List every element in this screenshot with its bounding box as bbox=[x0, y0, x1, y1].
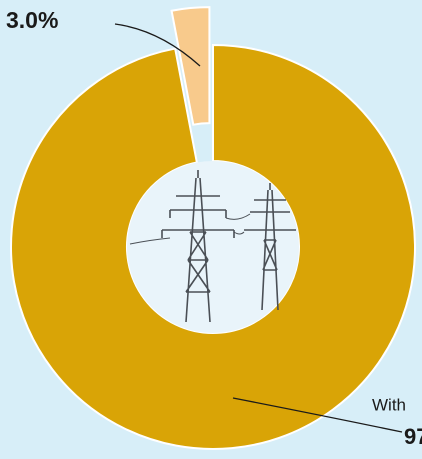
slice-label: With bbox=[372, 395, 406, 414]
slice-value-label: 97.0% bbox=[404, 424, 422, 449]
center-circle bbox=[127, 161, 299, 333]
pylons bbox=[129, 170, 296, 323]
slice-value-label: 3.0% bbox=[6, 7, 58, 33]
center-picture bbox=[127, 161, 299, 333]
donut-slice bbox=[170, 6, 211, 126]
leader-line bbox=[114, 23, 201, 67]
leader-line bbox=[232, 397, 403, 433]
